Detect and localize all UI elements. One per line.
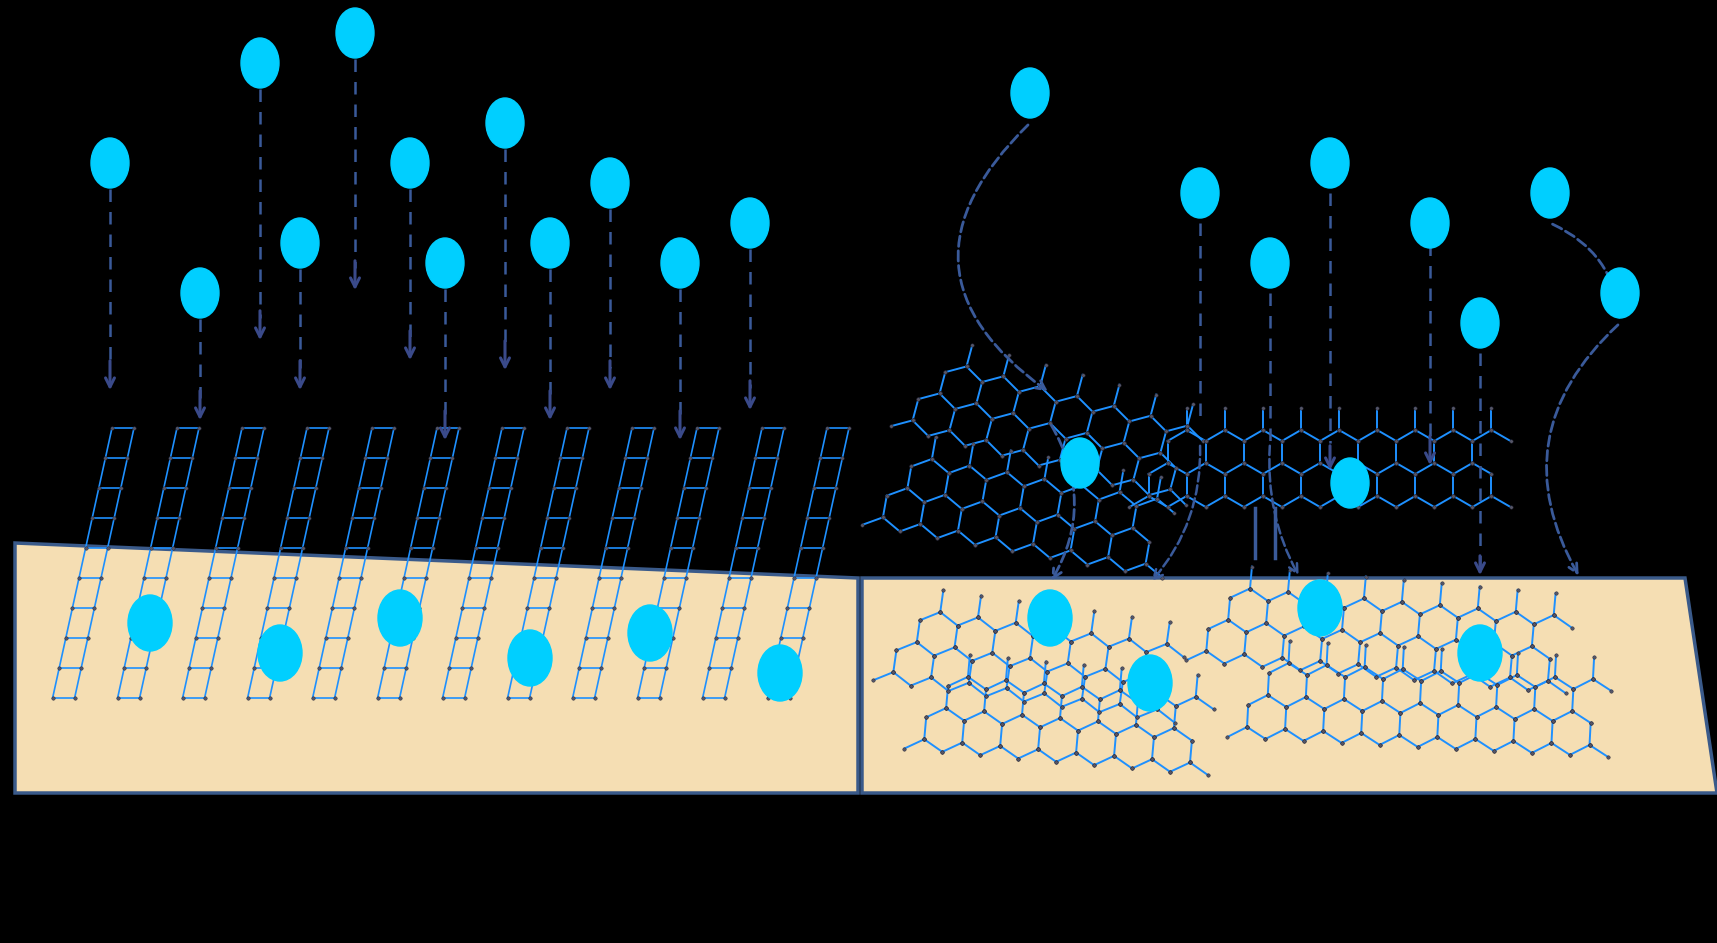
Ellipse shape [1298,580,1343,636]
Ellipse shape [337,8,374,58]
Ellipse shape [1312,138,1350,188]
Ellipse shape [1600,268,1640,318]
Ellipse shape [1532,168,1569,218]
Ellipse shape [1181,168,1219,218]
Ellipse shape [240,38,278,88]
Ellipse shape [1411,198,1449,248]
Ellipse shape [1458,625,1502,681]
Ellipse shape [1461,298,1499,348]
Ellipse shape [129,595,172,651]
Ellipse shape [757,645,802,701]
Ellipse shape [426,238,464,288]
Ellipse shape [1061,438,1099,488]
Ellipse shape [508,630,551,686]
Ellipse shape [1128,655,1173,711]
Ellipse shape [1011,68,1049,118]
Ellipse shape [180,268,220,318]
Ellipse shape [486,98,524,148]
Ellipse shape [628,605,671,661]
Text: Graphite (110): Graphite (110) [247,832,592,874]
Ellipse shape [591,158,628,208]
Ellipse shape [531,218,568,268]
Ellipse shape [1028,590,1071,646]
Ellipse shape [731,198,769,248]
Ellipse shape [378,590,422,646]
Ellipse shape [391,138,429,188]
Ellipse shape [1252,238,1289,288]
Ellipse shape [91,138,129,188]
Polygon shape [15,543,858,793]
Ellipse shape [1331,458,1368,508]
Ellipse shape [282,218,319,268]
Text: Graphite (001): Graphite (001) [1128,832,1471,874]
Ellipse shape [258,625,302,681]
Ellipse shape [661,238,699,288]
Polygon shape [862,578,1717,793]
